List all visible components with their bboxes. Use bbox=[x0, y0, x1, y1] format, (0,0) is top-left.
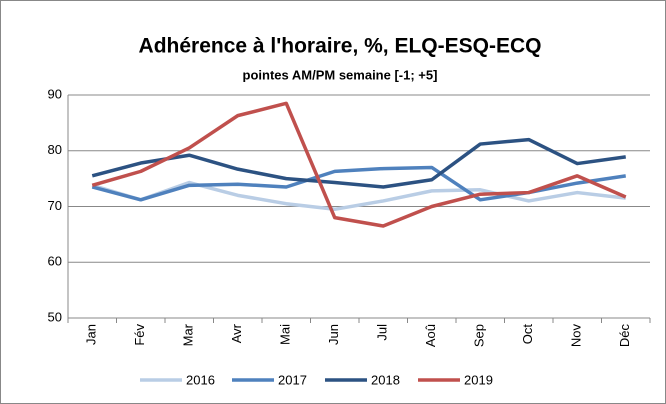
x-tick-label: Nov bbox=[569, 324, 584, 348]
y-tick-label: 90 bbox=[48, 86, 62, 101]
legend-label: 2017 bbox=[278, 372, 307, 387]
series-line bbox=[91, 137, 626, 189]
x-tick-label: Sep bbox=[472, 324, 487, 347]
legend-label: 2018 bbox=[371, 372, 400, 387]
x-tick-label: Oct bbox=[520, 324, 535, 345]
y-tick-label: 80 bbox=[48, 142, 62, 157]
series-line bbox=[91, 101, 627, 228]
x-tick-label: Avr bbox=[229, 323, 244, 343]
x-tick-label: Mar bbox=[181, 323, 196, 346]
x-tick-label: Fév bbox=[132, 324, 147, 346]
y-tick-label: 60 bbox=[48, 254, 62, 269]
x-tick-label: Jul bbox=[375, 324, 390, 341]
y-tick-label: 50 bbox=[48, 309, 62, 324]
legend-label: 2019 bbox=[464, 372, 493, 387]
series-line bbox=[91, 180, 626, 212]
x-tick-label: Déc bbox=[617, 324, 632, 348]
chart-title: Adhérence à l'horaire, %, ELQ-ESQ-ECQ bbox=[139, 35, 542, 58]
x-tick-label: Jan bbox=[84, 324, 99, 345]
chart-subtitle: pointes AM/PM semaine [-1; +5] bbox=[243, 67, 438, 82]
legend-label: 2016 bbox=[186, 372, 215, 387]
x-tick-label: Aoû bbox=[423, 324, 438, 347]
x-tick-label: Jun bbox=[326, 324, 341, 345]
x-tick-label: Mai bbox=[278, 324, 293, 345]
y-tick-label: 70 bbox=[48, 198, 62, 213]
